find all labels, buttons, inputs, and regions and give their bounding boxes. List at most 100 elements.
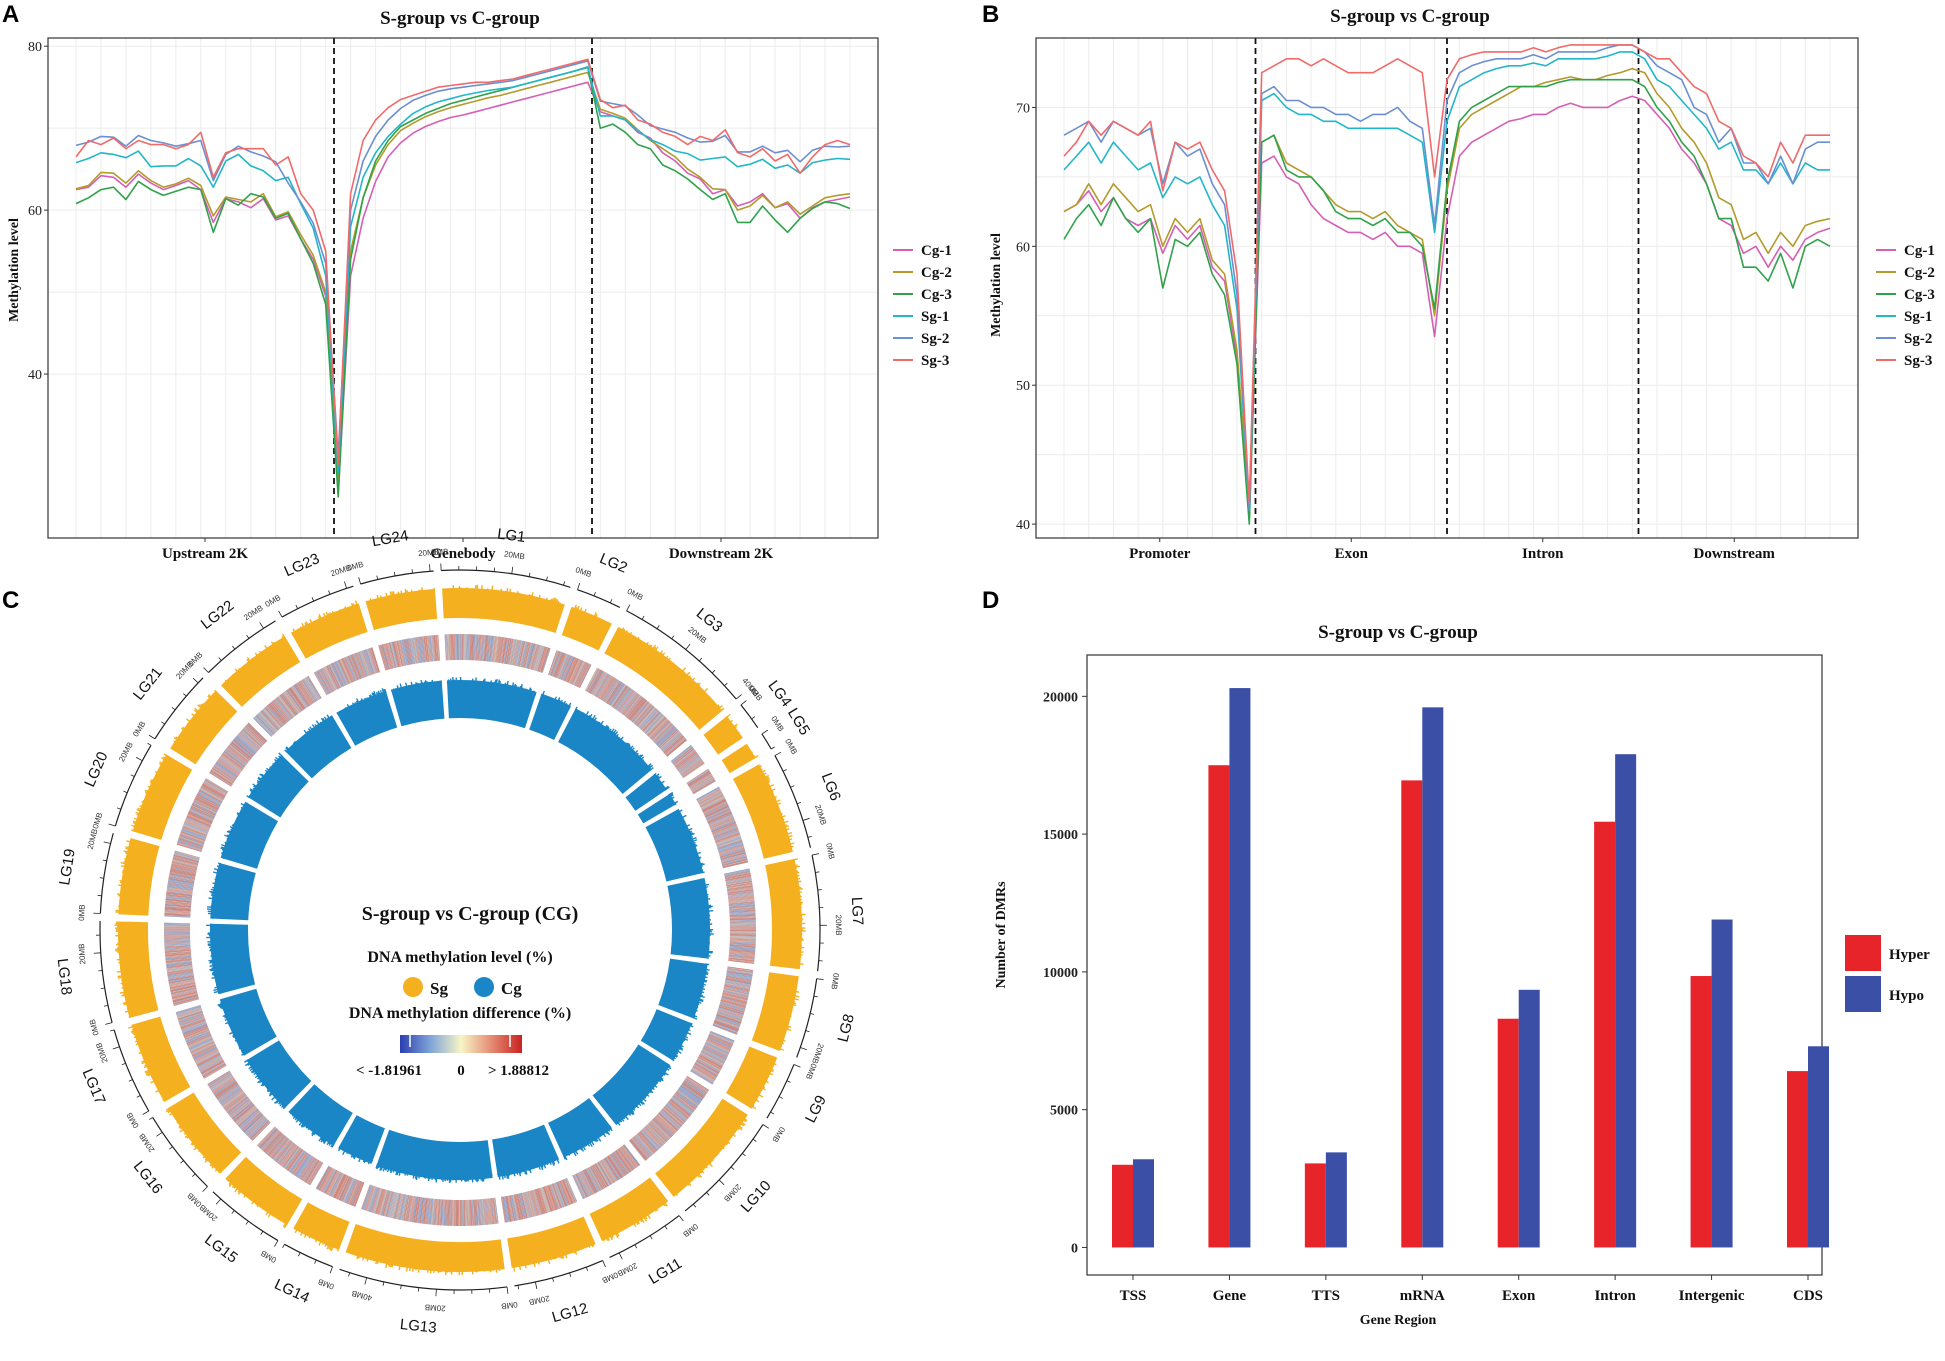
track-diff-cell — [530, 644, 539, 670]
b-series-line-sg-3 — [1063, 44, 1830, 505]
track-diff-cell — [173, 854, 199, 862]
track-sg-spike — [379, 595, 382, 600]
track-sg-spike — [610, 1230, 614, 1235]
chromosome-scale-label: 20MB — [834, 915, 843, 936]
track-diff-cell — [332, 662, 345, 687]
track-sg-spike — [675, 1190, 678, 1193]
track-cg-spike — [687, 1028, 691, 1032]
track-diff-cell — [426, 1198, 431, 1225]
track-diff-cell — [729, 946, 756, 949]
track-diff-cell — [699, 793, 723, 807]
track-diff-cell — [625, 695, 642, 717]
track-sg-spike — [129, 1010, 134, 1014]
track-diff-cell — [518, 1193, 526, 1219]
track-diff-cell — [729, 942, 756, 946]
track-cg-spike — [641, 1097, 647, 1102]
track-diff-cell — [194, 797, 219, 811]
track-diff-cell — [178, 836, 204, 846]
track-diff-cell — [209, 772, 232, 787]
track-diff-cell — [666, 739, 688, 757]
track-diff-cell — [579, 1171, 593, 1196]
track-sg-spike — [261, 1206, 264, 1209]
track-cg-spike — [683, 1035, 689, 1039]
track-diff-cell — [674, 1093, 696, 1110]
track-cg-spike — [208, 897, 215, 900]
a-legend-label-cg-3: Cg-3 — [921, 287, 952, 303]
track-diff-cell — [729, 925, 756, 927]
track-sg-spike — [283, 1222, 289, 1229]
track-diff-cell — [717, 1010, 743, 1020]
track-cg-spike — [256, 779, 261, 784]
track-diff-cell — [170, 868, 196, 875]
track-sg-spike — [338, 611, 341, 615]
track-diff-cell — [266, 705, 285, 726]
track-diff-cell — [604, 679, 619, 703]
track-sg-spike — [298, 628, 301, 631]
track-diff-cell — [626, 696, 644, 718]
track-cg-spike — [227, 1022, 231, 1025]
track-diff-cell — [292, 1152, 309, 1175]
track-sg-spike — [762, 1084, 765, 1087]
track-diff-cell — [164, 938, 191, 940]
track-sg-spike — [649, 644, 653, 649]
track-diff-cell — [263, 1132, 282, 1153]
track-diff-cell — [727, 967, 754, 972]
track-sg-spike — [175, 736, 180, 740]
track-diff-cell — [209, 1073, 233, 1089]
track-diff-cell — [507, 1195, 513, 1222]
track-diff-cell — [164, 907, 191, 911]
track-sg-spike — [643, 642, 646, 645]
chromosome-tick — [786, 1080, 791, 1083]
track-cg-spike — [356, 1154, 358, 1156]
track-diff-cell — [715, 1015, 741, 1025]
track-cg-spike — [629, 745, 634, 750]
track-cg-spike — [633, 750, 639, 755]
chromosome-tick — [364, 1277, 368, 1285]
track-sg-spike — [782, 820, 789, 824]
track-cg-spike — [691, 1016, 698, 1020]
track-diff-cell — [191, 1044, 216, 1056]
track-diff-cell — [164, 926, 191, 928]
track-diff-cell — [330, 1172, 343, 1197]
track-sg-spike — [700, 1169, 705, 1174]
track-cg-spike — [677, 1047, 684, 1051]
track-diff-cell — [211, 769, 234, 784]
track-sg-spike — [625, 629, 629, 634]
track-diff-cell — [274, 698, 292, 720]
track-diff-cell — [220, 754, 243, 771]
track-diff-cell — [697, 788, 721, 802]
track-sg-spike — [133, 817, 139, 821]
track-diff-cell — [169, 981, 196, 988]
track-diff-cell — [180, 1019, 206, 1030]
track-diff-cell — [196, 1052, 220, 1066]
track-cg-spike — [389, 1168, 392, 1172]
track-diff-cell — [397, 1193, 404, 1220]
track-diff-cell — [172, 992, 198, 1000]
track-diff-cell — [413, 637, 419, 664]
track-cg-spike — [326, 714, 331, 720]
track-diff-cell — [202, 1063, 226, 1077]
track-sg-spike — [141, 1059, 147, 1063]
track-diff-cell — [653, 723, 673, 743]
track-diff-cell — [170, 866, 197, 873]
track-diff-cell — [534, 645, 543, 671]
track-diff-cell — [235, 736, 256, 755]
track-cg-lg6 — [645, 808, 704, 882]
track-diff-cell — [459, 634, 461, 661]
track-cg-spike — [328, 1141, 332, 1145]
track-diff-cell — [288, 1150, 305, 1172]
track-diff-cell — [445, 634, 448, 661]
track-diff-cell — [193, 800, 217, 814]
track-diff-cell — [556, 653, 567, 678]
track-diff-cell — [591, 671, 606, 695]
track-sg-lg7 — [765, 858, 802, 970]
track-sg-spike — [719, 707, 725, 712]
track-sg-spike — [798, 963, 804, 965]
track-cg-spike — [255, 784, 259, 787]
track-cg-spike — [396, 1170, 400, 1176]
track-cg-spike — [289, 1111, 293, 1115]
track-diff-cell — [230, 1100, 251, 1118]
track-diff-cell — [179, 833, 205, 843]
track-sg-spike — [606, 1236, 611, 1242]
track-diff-cell — [625, 696, 643, 718]
